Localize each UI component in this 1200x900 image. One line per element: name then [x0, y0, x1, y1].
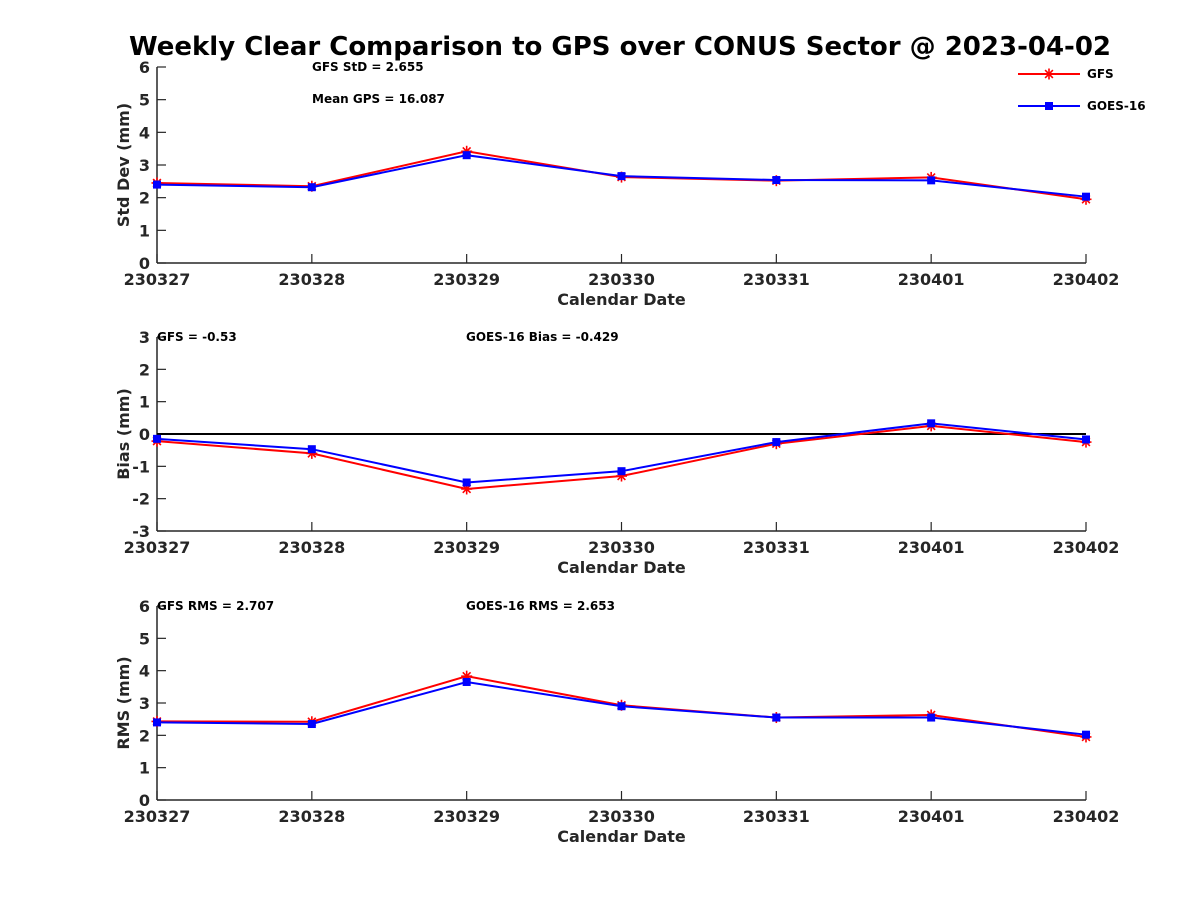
series-gfs: [151, 420, 1092, 495]
y-tick-label: -3: [132, 522, 150, 541]
y-tick-label: 0: [139, 791, 150, 810]
data-point: [307, 445, 316, 454]
panel-std: 0 1 2 3 4 5 6 230327 230328 230329 230330 230331 230…: [114, 58, 1119, 309]
y-tick-label: 3: [139, 156, 150, 175]
data-point: [1082, 730, 1090, 739]
data-point: [1082, 435, 1090, 444]
panel-annotation: GFS RMS = 2.707: [157, 599, 274, 613]
x-tick-label: 230328: [278, 270, 345, 289]
series-goes-16: [153, 419, 1090, 487]
series-goes-16: [153, 151, 1090, 201]
data-point: [462, 151, 471, 160]
panel-annotation: Mean GPS = 16.087: [312, 92, 445, 106]
data-point: [153, 434, 161, 443]
marker-stroke: [1044, 69, 1054, 79]
y-tick-label: 5: [139, 91, 150, 110]
legend-entry-gfs: GFS: [1018, 67, 1114, 81]
y-tick-label: 0: [139, 425, 150, 444]
data-point: [617, 467, 626, 476]
data-point: [153, 718, 161, 727]
legend-marker: [1043, 68, 1055, 80]
panel-annotation: GOES-16 Bias = -0.429: [466, 330, 619, 344]
y-axis-label: Std Dev (mm): [114, 103, 133, 227]
x-tick-label: 230330: [588, 807, 655, 826]
panel-annotation: GFS StD = 2.655: [312, 60, 424, 74]
y-tick-label: 5: [139, 629, 150, 648]
data-point: [462, 478, 471, 487]
data-point: [772, 438, 781, 447]
y-tick-label: 1: [139, 221, 150, 240]
x-tick-label: 230402: [1053, 538, 1120, 557]
x-tick-label: 230331: [743, 270, 810, 289]
y-tick-label: 1: [139, 759, 150, 778]
x-tick-label: 230327: [124, 270, 191, 289]
y-axis-label: RMS (mm): [114, 656, 133, 749]
y-tick-label: 2: [139, 189, 150, 208]
x-tick-label: 230331: [743, 538, 810, 557]
series-goes-16: [153, 677, 1090, 739]
legend-label: GFS: [1087, 67, 1114, 81]
y-tick-label: 1: [139, 393, 150, 412]
x-tick-label: 230401: [898, 807, 965, 826]
y-tick-label: -1: [132, 457, 150, 476]
x-tick-label: 230329: [433, 807, 500, 826]
x-tick-label: 230401: [898, 538, 965, 557]
y-tick-label: 2: [139, 726, 150, 745]
y-tick-label: 0: [139, 254, 150, 273]
legend-label: GOES-16: [1087, 99, 1146, 113]
y-tick-label: 3: [139, 328, 150, 347]
data-point: [617, 172, 626, 181]
y-tick-label: 4: [139, 662, 150, 681]
legend-entry-goes-16: GOES-16: [1018, 99, 1146, 113]
x-tick-label: 230401: [898, 270, 965, 289]
chart-title: Weekly Clear Comparison to GPS over CONU…: [129, 32, 1111, 62]
y-tick-label: 2: [139, 360, 150, 379]
data-point: [307, 183, 316, 192]
panel-bias: -3 -2 -1 0 1 2 3 230327 230328 230329 230330 230331…: [114, 328, 1119, 577]
data-point: [1082, 192, 1090, 201]
data-point: [927, 419, 936, 428]
x-tick-label: 230328: [278, 538, 345, 557]
data-point: [927, 176, 936, 185]
data-point: [153, 180, 161, 189]
x-tick-label: 230402: [1053, 270, 1120, 289]
x-tick-label: 230331: [743, 807, 810, 826]
x-tick-label: 230402: [1053, 807, 1120, 826]
x-tick-label: 230330: [588, 538, 655, 557]
panel-annotation: GOES-16 RMS = 2.653: [466, 599, 615, 613]
x-axis-label: Calendar Date: [557, 827, 686, 846]
legend-marker: [1045, 102, 1053, 110]
x-tick-label: 230329: [433, 270, 500, 289]
panel-rms: 0 1 2 3 4 5 6 230327 230328 230329 230330 230331 230…: [114, 597, 1119, 846]
y-tick-label: 3: [139, 694, 150, 713]
data-point: [927, 713, 936, 722]
x-tick-label: 230329: [433, 538, 500, 557]
x-axis-label: Calendar Date: [557, 290, 686, 309]
y-tick-label: -2: [132, 490, 150, 509]
data-point: [617, 702, 626, 711]
legend: GFS GOES-16: [1018, 67, 1146, 113]
data-point: [307, 720, 316, 729]
panel-annotation: GFS = -0.53: [157, 330, 237, 344]
x-tick-label: 230327: [124, 538, 191, 557]
data-point: [772, 713, 781, 722]
x-axis-label: Calendar Date: [557, 558, 686, 577]
y-tick-label: 6: [139, 58, 150, 77]
data-point: [462, 677, 471, 686]
x-tick-label: 230330: [588, 270, 655, 289]
data-point: [772, 176, 781, 185]
x-tick-label: 230328: [278, 807, 345, 826]
y-tick-label: 6: [139, 597, 150, 616]
y-axis-label: Bias (mm): [114, 388, 133, 480]
x-tick-label: 230327: [124, 807, 191, 826]
y-tick-label: 4: [139, 123, 150, 142]
